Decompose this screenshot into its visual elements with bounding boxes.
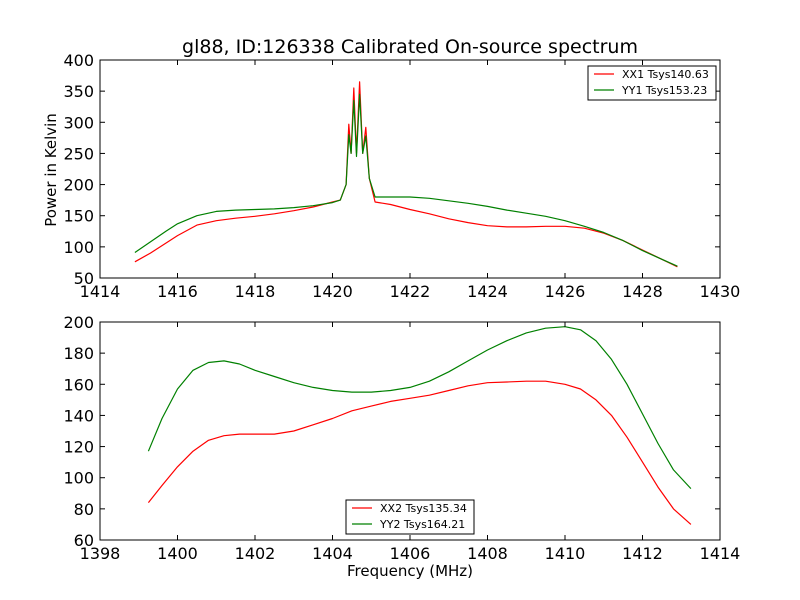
top-x-tick-label: 1414 — [80, 282, 121, 301]
top-y-tick-label: 100 — [63, 238, 94, 257]
bottom-series-line-yy2 — [147, 326, 692, 490]
top-y-tick-label: 200 — [63, 176, 94, 195]
bottom-x-tick-label: 1410 — [545, 544, 586, 563]
bottom-series-lines — [147, 326, 692, 525]
legend-box — [345, 499, 475, 535]
bottom-y-tick-label: 160 — [63, 375, 94, 394]
bottom-y-tick-label: 140 — [63, 406, 94, 425]
chart-title: gl88, ID:126338 Calibrated On-source spe… — [182, 36, 638, 58]
bottom-x-tick-label: 1404 — [312, 544, 353, 563]
bottom-x-tick-label: 1398 — [80, 544, 121, 563]
bottom-x-tick-label: 1412 — [622, 544, 663, 563]
bottom-y-tick-label: 60 — [74, 531, 94, 550]
bottom-x-tick-label: 1402 — [235, 544, 276, 563]
x-axis-label: Frequency (MHz) — [347, 562, 473, 580]
bottom-y-tick-label: 80 — [74, 500, 94, 519]
top-x-tick-label: 1420 — [312, 282, 353, 301]
top-y-tick-label: 50 — [74, 269, 94, 288]
legend-box — [587, 65, 717, 101]
top-x-tick-label: 1426 — [545, 282, 586, 301]
legend-label-yy2: YY2 Tsys164.21 — [379, 518, 465, 531]
bottom-x-tick-label: 1406 — [390, 544, 431, 563]
top-y-tick-label: 300 — [63, 113, 94, 132]
legend-label-yy1: YY1 Tsys153.23 — [621, 84, 707, 97]
top-axis-ticks: 1414 1416 1418 1420 1422 1424 1426 1428 1430 50 10… — [63, 51, 740, 301]
top-y-tick-label: 150 — [63, 207, 94, 226]
bottom-plot-frame — [99, 321, 721, 541]
top-x-tick-label: 1430 — [700, 282, 741, 301]
top-plot-frame — [99, 59, 721, 279]
top-series-lines — [134, 81, 678, 268]
top-y-tick-label: 400 — [63, 51, 94, 70]
top-y-tick-label: 250 — [63, 144, 94, 163]
bottom-series-line-xx2 — [147, 380, 692, 525]
top-x-tick-label: 1418 — [235, 282, 276, 301]
bottom-panel: Frequency (MHz) 1398 1400 1402 1404 1406 1408… — [63, 313, 740, 580]
bottom-y-tick-label: 120 — [63, 438, 94, 457]
top-x-tick-label: 1422 — [390, 282, 431, 301]
bottom-x-tick-label: 1408 — [467, 544, 508, 563]
top-legend: XX1 Tsys140.63 YY1 Tsys153.23 — [587, 65, 717, 101]
bottom-axis-ticks: 1398 1400 1402 1404 1406 1408 1410 1412 1414 60 80… — [63, 313, 740, 563]
legend-label-xx1: XX1 Tsys140.63 — [622, 68, 709, 81]
bottom-x-tick-label: 1414 — [700, 544, 741, 563]
top-x-tick-label: 1424 — [467, 282, 508, 301]
bottom-x-tick-label: 1400 — [157, 544, 198, 563]
legend-label-xx2: XX2 Tsys135.34 — [380, 502, 467, 515]
y-axis-label: Power in Kelvin — [42, 113, 60, 227]
bottom-legend: XX2 Tsys135.34 YY2 Tsys164.21 — [345, 499, 475, 535]
top-panel: gl88, ID:126338 Calibrated On-source spe… — [42, 36, 740, 301]
top-x-tick-label: 1428 — [622, 282, 663, 301]
bottom-y-tick-label: 180 — [63, 344, 94, 363]
top-y-tick-label: 350 — [63, 82, 94, 101]
top-series-line-yy1 — [134, 93, 678, 267]
top-x-tick-label: 1416 — [157, 282, 198, 301]
bottom-y-tick-label: 100 — [63, 469, 94, 488]
bottom-y-tick-label: 200 — [63, 313, 94, 332]
